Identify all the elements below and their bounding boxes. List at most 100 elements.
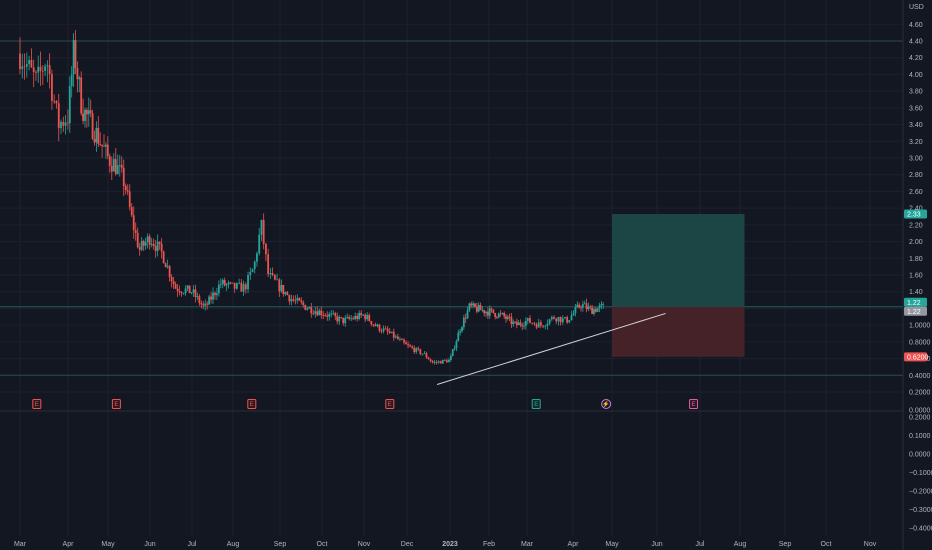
- time-tick-label: Jul: [696, 541, 705, 548]
- candle-body: [550, 316, 553, 320]
- candle-body: [472, 303, 475, 306]
- candle-body: [242, 284, 245, 292]
- candle-body: [166, 266, 169, 268]
- candle-body: [561, 318, 564, 323]
- candle-body: [219, 284, 222, 285]
- earnings-marker-icon[interactable]: E: [111, 399, 121, 409]
- candle-body: [101, 144, 103, 146]
- candle-body: [533, 323, 536, 325]
- price-tick-label: 3.40: [909, 122, 923, 129]
- candle-body: [380, 330, 383, 332]
- candle-body: [470, 303, 473, 306]
- candle-body: [70, 74, 73, 87]
- candle-body: [194, 289, 197, 298]
- candle-body: [494, 313, 497, 317]
- time-tick-label: Jun: [144, 541, 155, 548]
- candle-body: [292, 299, 295, 301]
- candle-body: [318, 310, 321, 316]
- time-tick-label: May: [101, 541, 115, 548]
- candle-body: [352, 318, 355, 320]
- split-marker-icon[interactable]: ⚡: [601, 399, 612, 409]
- candle-body: [580, 307, 582, 309]
- candle-body: [455, 341, 458, 349]
- candle-body: [282, 284, 285, 295]
- candle-body: [332, 313, 335, 315]
- trendline-segment[interactable]: [436, 312, 666, 385]
- earnings-box: [111, 399, 121, 409]
- time-tick-label: Sep: [274, 541, 287, 548]
- target-price-tag-text: 2.33: [907, 211, 921, 218]
- candle-body: [574, 307, 577, 313]
- candle-body: [517, 322, 520, 326]
- candle-body: [300, 300, 303, 303]
- time-tick-label: Aug: [227, 541, 240, 548]
- candle-body: [212, 292, 214, 300]
- candle-body: [188, 285, 191, 294]
- candle-body: [76, 67, 79, 80]
- candle-body: [475, 306, 478, 312]
- candle-body: [288, 295, 291, 302]
- candle-body: [598, 305, 601, 309]
- candle-body: [271, 273, 274, 276]
- trendline[interactable]: [436, 312, 666, 385]
- candle-body: [439, 361, 442, 364]
- candle-body: [508, 316, 511, 318]
- candle-body: [249, 272, 252, 276]
- earnings-marker-icon[interactable]: E: [531, 399, 541, 409]
- earnings-marker-icon[interactable]: E: [689, 399, 699, 409]
- long-position-tool[interactable]: [612, 213, 745, 357]
- candle-body: [589, 306, 592, 308]
- candle-body: [140, 240, 143, 250]
- candle-body: [290, 299, 293, 302]
- candle-body: [130, 207, 133, 216]
- earnings-marker-icon[interactable]: E: [32, 399, 42, 409]
- price-tick-label: 3.00: [909, 156, 923, 163]
- candle-body: [225, 284, 228, 286]
- candle-body: [53, 100, 56, 102]
- target-price-tag-bg: [904, 209, 927, 219]
- candle-body: [30, 59, 33, 68]
- price-tick-label: 3.60: [909, 105, 923, 112]
- candle-body: [346, 316, 349, 318]
- time-tick-label: Jul: [188, 541, 197, 548]
- split-circle: [601, 399, 612, 409]
- horizontal-levels: [0, 40, 903, 376]
- time-tick-label: Oct: [317, 541, 328, 548]
- candle-body: [120, 165, 123, 168]
- event-glyph: E: [250, 402, 254, 408]
- candle-body: [578, 304, 581, 308]
- candle-body: [477, 305, 480, 312]
- candle-body: [144, 242, 147, 246]
- candle-body: [48, 65, 51, 75]
- current-price-tag-bg: [904, 306, 927, 316]
- earnings-marker-icon[interactable]: E: [247, 399, 257, 409]
- earnings-marker-icon[interactable]: E: [385, 399, 395, 409]
- candle-body: [128, 191, 131, 208]
- candle-body: [28, 59, 31, 65]
- time-tick-label: Feb: [483, 541, 495, 548]
- candle-body: [132, 215, 135, 230]
- candle-body: [417, 348, 420, 350]
- indicator-axis[interactable]: 0.00000.20000.10000.0000−0.1000−0.2000−0…: [909, 408, 932, 533]
- candle-body: [451, 349, 454, 356]
- candle-body: [464, 317, 467, 319]
- candle-body: [403, 339, 405, 343]
- price-tick-label: 4.20: [909, 55, 923, 62]
- candle-body: [251, 269, 254, 273]
- candle-body: [312, 313, 315, 315]
- candle-body: [158, 241, 161, 244]
- price-tick-label: 3.20: [909, 139, 923, 146]
- candle-body: [501, 313, 504, 314]
- time-tick-label: Apr: [63, 541, 75, 548]
- time-axis[interactable]: Mar Apr May Jun Jul Aug Sep Oct Nov Dec 2023 Feb Mar…: [14, 541, 877, 548]
- candle-body: [497, 313, 500, 318]
- candle-body: [521, 324, 524, 327]
- loss-zone[interactable]: [612, 306, 745, 357]
- profit-zone[interactable]: [612, 213, 745, 307]
- candle-body: [35, 71, 37, 73]
- price-tick-label: 1.80: [909, 256, 923, 263]
- candle-body: [537, 322, 540, 328]
- candle-body: [304, 304, 307, 310]
- candle-body: [46, 65, 49, 67]
